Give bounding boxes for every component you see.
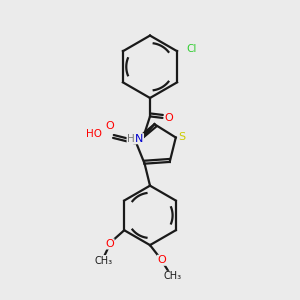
Text: O: O [106,121,115,131]
Text: S: S [178,132,185,142]
Text: O: O [158,255,166,265]
Text: H: H [127,134,135,144]
Text: CH₃: CH₃ [164,271,182,281]
Text: O: O [165,113,173,123]
Text: CH₃: CH₃ [95,256,113,266]
Text: HO: HO [86,129,103,140]
Text: N: N [135,134,143,144]
Text: Cl: Cl [187,44,197,54]
Text: O: O [105,239,114,249]
